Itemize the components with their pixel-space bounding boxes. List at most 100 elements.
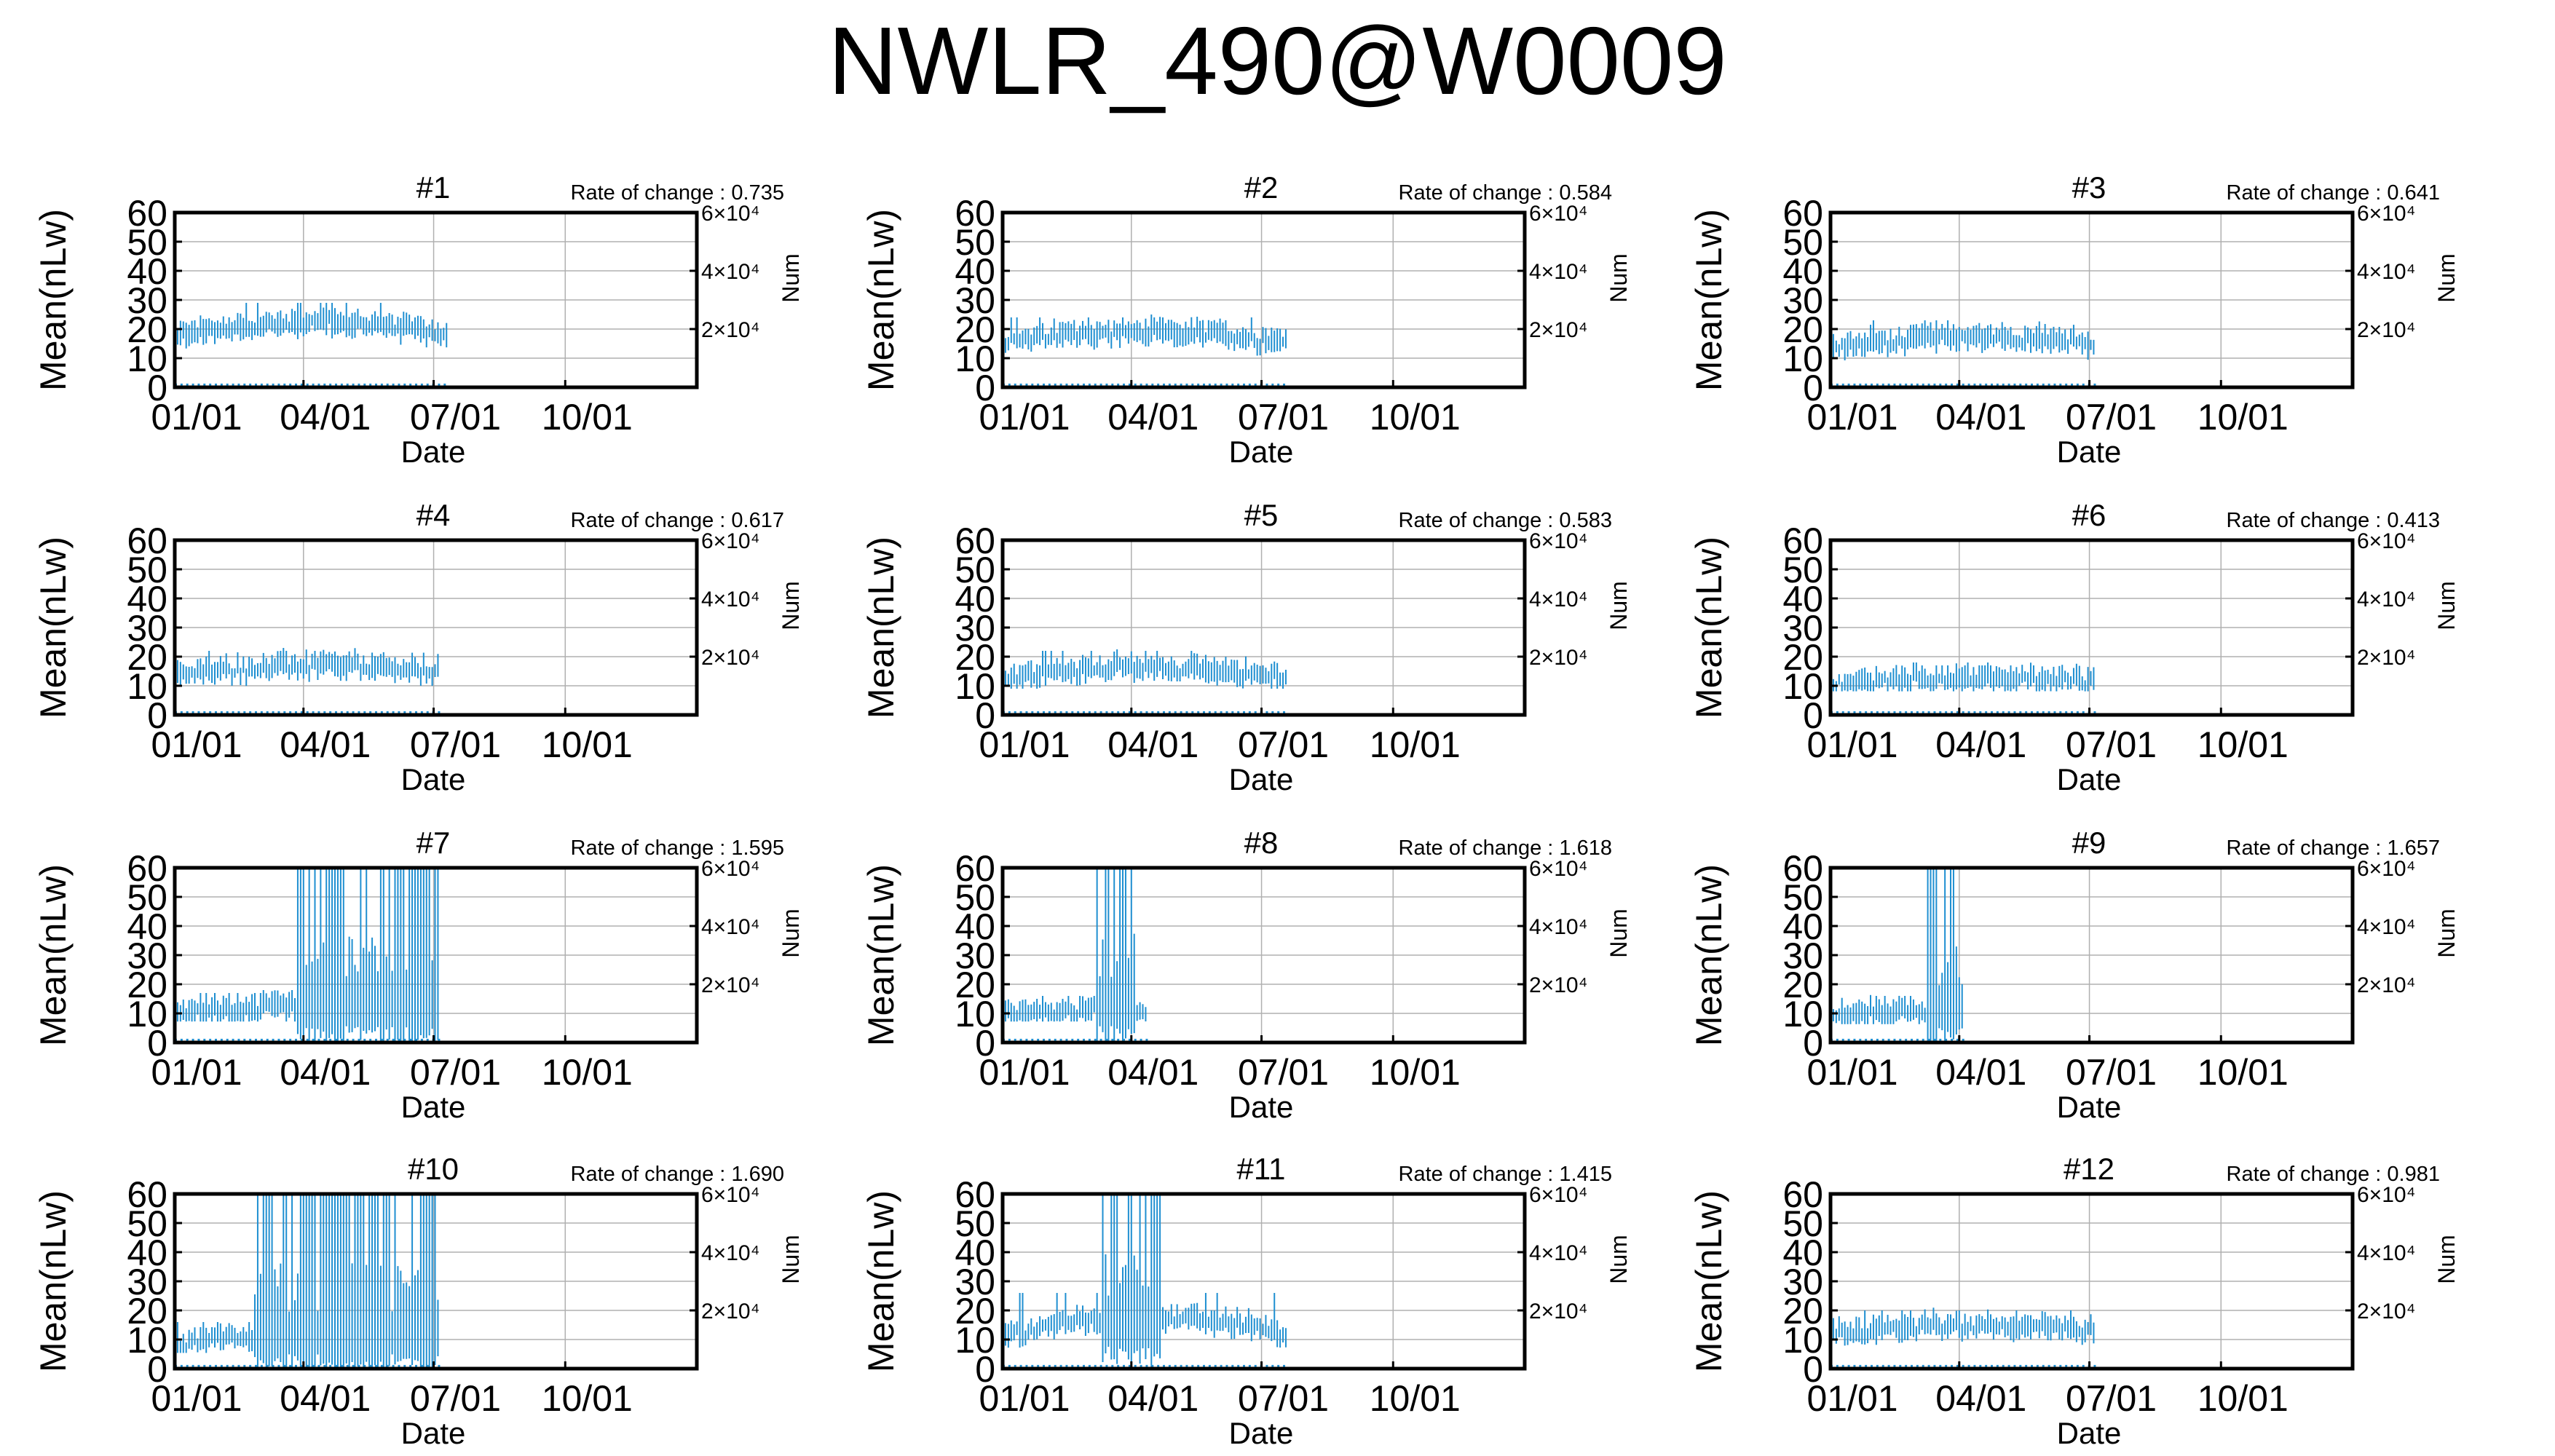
y-tick-label: 20 (1782, 309, 1823, 350)
x-axis-label: Date (1229, 1090, 1294, 1124)
x-tick-label: 07/01 (410, 1052, 501, 1093)
x-tick-label: 04/01 (1107, 1378, 1198, 1419)
y-tick-label: 20 (127, 309, 167, 350)
y2-tick-label: 6×10⁴ (701, 1183, 759, 1207)
y-axis-label: Mean(nLw) (861, 209, 901, 391)
x-tick-label: 04/01 (1935, 724, 2026, 765)
y2-axis-label: Num (778, 581, 804, 630)
x-tick-label: 04/01 (1935, 1378, 2026, 1419)
y-tick-label: 60 (1782, 1174, 1823, 1215)
x-axis-label: Date (2057, 762, 2122, 796)
y2-tick-label: 2×10⁴ (1529, 973, 1587, 997)
panel-title: #1 (416, 170, 451, 205)
y-axis-label: Mean(nLw) (33, 864, 74, 1046)
panel-title: #11 (1237, 1152, 1286, 1186)
y-tick-label: 40 (1782, 1233, 1823, 1273)
y-tick-label: 40 (127, 1233, 167, 1273)
panel-title: #5 (1244, 498, 1279, 532)
y-axis-label: Mean(nLw) (33, 1190, 74, 1372)
x-tick-label: 04/01 (280, 724, 371, 765)
x-tick-label: 10/01 (1370, 724, 1461, 765)
y-tick-label: 20 (127, 965, 167, 1005)
x-tick-label: 07/01 (410, 724, 501, 765)
x-tick-label: 10/01 (2197, 397, 2289, 438)
x-tick-label: 10/01 (542, 724, 633, 765)
panel-title: #7 (416, 826, 451, 860)
y-tick-label: 20 (1782, 1291, 1823, 1332)
x-axis-label: Date (2057, 435, 2122, 469)
x-tick-label: 01/01 (979, 1378, 1070, 1419)
x-tick-label: 01/01 (151, 397, 242, 438)
y-tick-label: 50 (955, 222, 995, 263)
y-tick-label: 10 (127, 339, 167, 379)
y2-tick-label: 4×10⁴ (2357, 915, 2415, 939)
x-axis-label: Date (2057, 1416, 2122, 1450)
rate-of-change-label: Rate of change : 1.415 (1399, 1163, 1612, 1186)
y-axis-label: Mean(nLw) (1689, 537, 1729, 719)
panel-title: #9 (2072, 826, 2106, 860)
y-axis-label: Mean(nLw) (1689, 864, 1729, 1046)
y-tick-label: 20 (955, 965, 995, 1005)
rate-of-change-label: Rate of change : 0.735 (571, 181, 784, 205)
x-tick-label: 07/01 (410, 397, 501, 438)
y-tick-label: 0 (147, 1023, 167, 1064)
rate-of-change-label: Rate of change : 0.413 (2227, 509, 2440, 532)
y-tick-label: 10 (1782, 339, 1823, 379)
y-tick-label: 0 (147, 368, 167, 408)
y-tick-label: 60 (127, 193, 167, 234)
y-tick-label: 20 (127, 1291, 167, 1332)
rate-of-change-label: Rate of change : 0.617 (571, 509, 784, 532)
y2-tick-label: 2×10⁴ (2357, 646, 2415, 670)
y2-tick-label: 4×10⁴ (701, 1241, 759, 1265)
rate-of-change-label: Rate of change : 1.595 (571, 836, 784, 860)
y-tick-label: 30 (127, 280, 167, 321)
y-tick-label: 60 (127, 521, 167, 561)
x-tick-label: 07/01 (2066, 397, 2157, 438)
x-tick-label: 07/01 (1238, 1052, 1329, 1093)
y-tick-label: 10 (955, 339, 995, 379)
x-tick-label: 01/01 (1806, 1052, 1898, 1093)
x-tick-label: 10/01 (1370, 1378, 1461, 1419)
y-tick-label: 30 (1782, 935, 1823, 976)
y-tick-label: 10 (1782, 1320, 1823, 1361)
y-tick-label: 20 (1782, 637, 1823, 678)
y-tick-label: 0 (1803, 695, 1823, 736)
y2-axis-label: Num (1606, 581, 1632, 630)
x-tick-label: 01/01 (979, 1052, 1070, 1093)
y2-tick-label: 6×10⁴ (2357, 857, 2415, 881)
y-tick-label: 50 (1782, 222, 1823, 263)
y2-tick-label: 2×10⁴ (701, 646, 759, 670)
y2-tick-label: 4×10⁴ (2357, 260, 2415, 284)
y2-tick-label: 6×10⁴ (701, 202, 759, 226)
x-tick-label: 10/01 (2197, 1052, 2289, 1093)
y-tick-label: 10 (127, 994, 167, 1034)
y-axis-label: Mean(nLw) (1689, 1190, 1729, 1372)
y2-tick-label: 2×10⁴ (701, 318, 759, 342)
y2-tick-label: 6×10⁴ (1529, 202, 1587, 226)
y-tick-label: 50 (127, 1203, 167, 1244)
x-tick-label: 07/01 (2066, 1052, 2157, 1093)
x-axis-label: Date (401, 435, 466, 469)
y-tick-label: 30 (955, 1262, 995, 1302)
y-tick-label: 30 (1782, 1262, 1823, 1302)
y-tick-label: 30 (1782, 608, 1823, 649)
x-tick-label: 10/01 (542, 1378, 633, 1419)
x-tick-label: 07/01 (1238, 724, 1329, 765)
y-tick-label: 40 (1782, 251, 1823, 292)
y-tick-label: 0 (975, 368, 995, 408)
x-tick-label: 04/01 (280, 1378, 371, 1419)
y2-tick-label: 4×10⁴ (701, 915, 759, 939)
y2-tick-label: 4×10⁴ (2357, 1241, 2415, 1265)
x-tick-label: 01/01 (979, 397, 1070, 438)
y-tick-label: 50 (955, 877, 995, 918)
y-tick-label: 40 (1782, 906, 1823, 947)
y-tick-label: 50 (1782, 550, 1823, 590)
y-tick-label: 20 (127, 637, 167, 678)
y2-tick-label: 2×10⁴ (701, 1299, 759, 1324)
y-tick-label: 60 (1782, 848, 1823, 889)
y2-tick-label: 4×10⁴ (701, 260, 759, 284)
